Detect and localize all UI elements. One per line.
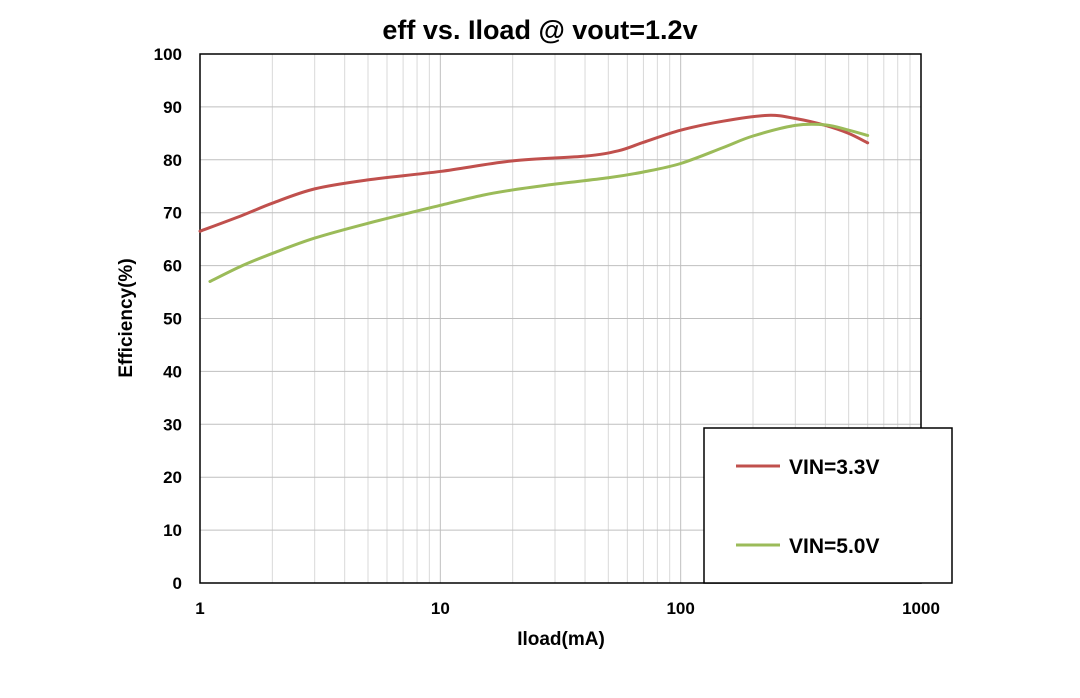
y-tick-label: 10 xyxy=(163,521,182,540)
y-tick-label: 40 xyxy=(163,362,182,381)
series-line-1 xyxy=(198,113,870,233)
x-axis-title: Iload(mA) xyxy=(517,629,605,650)
y-tick-label: 100 xyxy=(154,45,182,64)
legend-label-2: VIN=5.0V xyxy=(789,535,879,558)
plot-area-border xyxy=(199,53,922,584)
x-tick-label: 100 xyxy=(666,599,694,618)
chart-title: eff vs. Iload @ vout=1.2v xyxy=(382,15,697,45)
legend-label-1: VIN=3.3V xyxy=(789,456,879,479)
y-tick-label: 30 xyxy=(163,415,182,434)
x-tick-label: 10 xyxy=(431,599,450,618)
legend: VIN=3.3V VIN=5.0V xyxy=(703,427,953,584)
series-layer xyxy=(198,113,870,283)
x-tick-label: 1000 xyxy=(902,599,940,618)
y-tick-label: 20 xyxy=(163,468,182,487)
y-tick-label: 60 xyxy=(163,257,182,276)
y-tick-label: 90 xyxy=(163,98,182,117)
y-tick-label: 80 xyxy=(163,151,182,170)
y-tick-label: 0 xyxy=(173,574,182,593)
y-tick-label: 70 xyxy=(163,204,182,223)
legend-box xyxy=(703,427,953,584)
y-axis-title: Efficiency(%) xyxy=(116,258,137,377)
series-line-2 xyxy=(208,122,870,283)
x-tick-label: 1 xyxy=(195,599,204,618)
y-tick-label: 50 xyxy=(163,310,182,329)
